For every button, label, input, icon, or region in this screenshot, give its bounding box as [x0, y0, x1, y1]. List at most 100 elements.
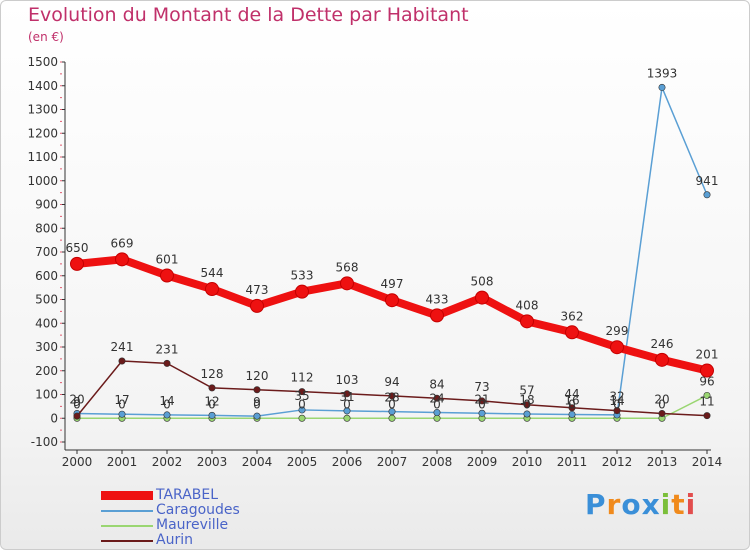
data-point-aurin: [298, 388, 306, 396]
x-tick-label: 2008: [422, 455, 453, 469]
y-tick-label: 300: [35, 340, 58, 354]
data-label-caragoudes: 941: [696, 174, 719, 188]
data-label-caragoudes: 20: [69, 393, 84, 407]
data-point-aurin: [343, 390, 351, 398]
data-point-caragoudes: [433, 409, 441, 417]
data-label-maureville: 0: [613, 397, 621, 411]
data-point-caragoudes: [658, 83, 666, 91]
data-point-tarabel: [385, 293, 399, 308]
data-point-aurin: [388, 392, 396, 400]
data-point-caragoudes: [253, 412, 261, 420]
data-point-tarabel: [295, 284, 309, 299]
y-tick-label: 200: [35, 364, 58, 378]
data-label-aurin: 11: [699, 395, 714, 409]
data-label-caragoudes: 16: [564, 393, 579, 407]
data-point-aurin: [703, 412, 711, 420]
data-point-tarabel: [520, 314, 534, 329]
data-label-tarabel: 408: [516, 298, 539, 312]
y-tick-label: 1400: [27, 79, 58, 93]
data-point-tarabel: [700, 363, 714, 378]
y-tick-label: 1000: [27, 174, 58, 188]
data-point-maureville: [388, 414, 396, 422]
data-label-maureville: 0: [523, 397, 531, 411]
x-tick-label: 2010: [512, 455, 543, 469]
data-label-tarabel: 650: [66, 241, 89, 255]
data-label-maureville: 0: [163, 397, 171, 411]
legend-label-caragoudes: Caragoudes: [156, 502, 240, 518]
legend-label-aurin: Aurin: [156, 532, 193, 548]
y-tick-label: 600: [35, 269, 58, 283]
data-label-maureville: 0: [73, 397, 81, 411]
data-label-aurin: 128: [201, 367, 224, 381]
data-label-aurin: 57: [519, 384, 534, 398]
x-tick-label: 2005: [287, 455, 318, 469]
data-label-aurin: 9: [73, 395, 81, 409]
data-point-tarabel: [160, 268, 174, 283]
data-point-caragoudes: [343, 407, 351, 415]
data-point-aurin: [613, 407, 621, 415]
chart-subtitle: (en €): [28, 30, 64, 44]
data-label-aurin: 73: [474, 380, 489, 394]
data-label-caragoudes: 31: [339, 390, 354, 404]
x-tick-label: 2000: [62, 455, 93, 469]
data-label-caragoudes: 14: [159, 394, 174, 408]
data-point-caragoudes: [298, 406, 306, 414]
data-label-aurin: 103: [336, 373, 359, 387]
x-tick-label: 2003: [197, 455, 228, 469]
data-point-caragoudes: [568, 410, 576, 418]
data-point-aurin: [163, 359, 171, 367]
data-point-maureville: [298, 414, 306, 422]
data-point-caragoudes: [388, 408, 396, 416]
data-point-aurin: [568, 404, 576, 412]
data-label-aurin: 241: [111, 340, 134, 354]
data-label-maureville: 0: [658, 397, 666, 411]
data-label-aurin: 231: [156, 342, 179, 356]
data-point-tarabel: [565, 325, 579, 340]
x-tick-label: 2006: [332, 455, 363, 469]
series-layer: [70, 83, 714, 422]
data-label-maureville: 0: [298, 397, 306, 411]
data-label-tarabel: 544: [201, 266, 224, 280]
data-point-aurin: [73, 412, 81, 420]
y-tick-label: 800: [35, 221, 58, 235]
legend-label-maureville: Maureville: [156, 517, 229, 533]
data-point-aurin: [118, 357, 126, 365]
data-label-caragoudes: 14: [609, 394, 624, 408]
data-label-tarabel: 473: [246, 283, 269, 297]
data-label-aurin: 94: [384, 375, 399, 389]
data-label-tarabel: 601: [156, 253, 179, 267]
data-point-tarabel: [430, 308, 444, 323]
data-label-maureville: 0: [388, 397, 396, 411]
x-tick-label: 2002: [152, 455, 183, 469]
data-label-aurin: 20: [654, 393, 669, 407]
legend-swatch-maureville: [101, 525, 153, 527]
data-label-tarabel: 201: [696, 348, 719, 362]
data-point-caragoudes: [523, 410, 531, 418]
data-labels-layer: 650 669 601 544 473 533 568 497 433 508 408 362 299 2…: [66, 66, 719, 411]
proxiti-logo: Proxiti: [585, 488, 697, 521]
data-label-tarabel: 362: [561, 309, 584, 323]
y-tick-label: 700: [35, 245, 58, 259]
data-label-caragoudes: 1393: [647, 66, 678, 80]
data-label-maureville: 0: [253, 397, 261, 411]
legend-swatch-caragoudes: [101, 510, 153, 512]
y-tick-label: 500: [35, 293, 58, 307]
data-label-maureville: 96: [699, 374, 714, 388]
data-point-tarabel: [115, 252, 129, 267]
data-label-tarabel: 433: [426, 292, 449, 306]
y-tick-label: 1300: [27, 103, 58, 117]
y-tick-label: 400: [35, 316, 58, 330]
data-point-maureville: [343, 414, 351, 422]
data-point-tarabel: [610, 340, 624, 355]
x-tick-label: 2009: [467, 455, 498, 469]
data-label-tarabel: 568: [336, 260, 359, 274]
data-point-tarabel: [70, 256, 84, 271]
data-label-aurin: 44: [564, 387, 579, 401]
data-label-aurin: 112: [291, 371, 314, 385]
data-label-caragoudes: 24: [429, 392, 444, 406]
data-label-caragoudes: 12: [204, 394, 219, 408]
data-label-aurin: 84: [429, 377, 444, 391]
x-tick-label: 2001: [107, 455, 138, 469]
